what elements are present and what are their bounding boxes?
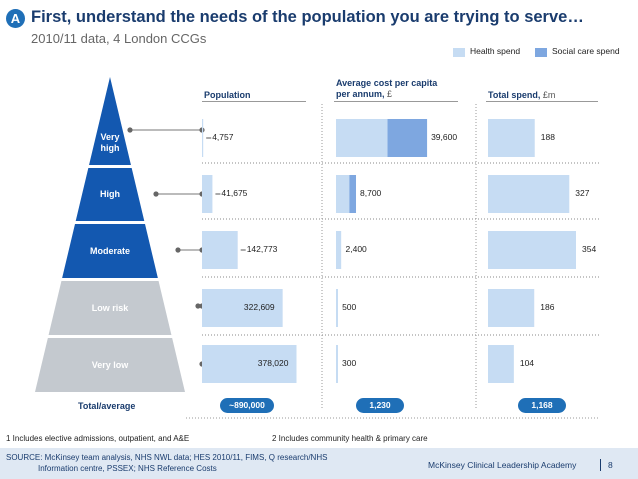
pyramid-label-2: Moderate	[89, 245, 130, 256]
cost-health-bar-0	[336, 119, 388, 157]
spend-value-0: 188	[540, 132, 555, 142]
footer-bar	[0, 448, 638, 479]
connector-dot-left-2	[175, 247, 181, 253]
total-spend-pill: 1,168	[518, 398, 566, 413]
spend-bar-1	[488, 175, 570, 213]
spend-bar-4	[488, 345, 514, 383]
legend-label-health: Health spend	[470, 46, 521, 56]
pyramid-segment-1	[75, 168, 145, 221]
population-value-0: 4,757	[212, 132, 234, 142]
pyramid-label-4: Very low	[91, 359, 129, 370]
spend-bar-3	[488, 289, 535, 327]
total-average-label: Total/average	[78, 401, 136, 411]
cost-value-0: 39,600	[431, 132, 458, 142]
panel-title-cost-text: Average cost per capita per annum,	[336, 78, 438, 99]
pyramid-segment-0	[89, 77, 131, 165]
panel-title-population: Population	[204, 90, 251, 100]
panel-title-spend-text: Total spend,	[488, 90, 541, 100]
pyramid-segment-3	[48, 281, 172, 335]
panel-rule-population	[202, 101, 306, 102]
legend-swatch-health	[453, 48, 465, 57]
cost-health-bar-4	[336, 345, 338, 383]
page-title: First, understand the needs of the popul…	[31, 8, 584, 26]
connector-dot-left-3	[195, 303, 201, 309]
cost-value-4: 300	[342, 358, 357, 368]
population-value-3: 322,609	[243, 302, 275, 312]
cost-health-bar-2	[336, 231, 342, 269]
footnote-1: 1 Includes elective admissions, outpatie…	[6, 434, 190, 443]
source-line-1: SOURCE: McKinsey team analysis, NHS NWL …	[6, 453, 328, 462]
population-bar-1	[202, 175, 213, 213]
panel-rule-spend	[486, 101, 598, 102]
panel-unit-spend: £m	[542, 90, 556, 100]
legend-label-social: Social care spend	[552, 46, 620, 56]
spend-bar-2	[488, 231, 576, 269]
pyramid-label-0: Very high	[100, 132, 120, 153]
cost-social-bar-1	[349, 175, 357, 213]
population-value-1: 41,675	[221, 188, 248, 198]
cost-social-bar-0	[387, 119, 428, 157]
cost-value-1: 8,700	[360, 188, 382, 198]
spend-value-1: 327	[575, 188, 590, 198]
academy-name: McKinsey Clinical Leadership Academy	[428, 460, 577, 470]
spend-value-4: 104	[519, 358, 535, 368]
source-note: SOURCE: McKinsey team analysis, NHS NWL …	[6, 452, 327, 474]
population-bar-4	[202, 345, 297, 383]
spend-value-3: 186	[540, 302, 555, 312]
spend-bar-0	[488, 119, 535, 157]
section-badge: A	[6, 9, 25, 28]
connector-dot-left-0	[127, 127, 133, 133]
pyramid-label-1: High	[100, 189, 120, 199]
cost-value-3: 500	[342, 302, 357, 312]
panel-title-cost: Average cost per capita per annum, £	[336, 78, 448, 100]
legend-swatch-social	[535, 48, 547, 57]
source-line-2: Information centre, PSSEX; NHS Reference…	[38, 464, 217, 473]
population-bar-0	[202, 119, 204, 157]
pyramid-segment-4	[35, 338, 185, 392]
total-population-pill: ~890,000	[220, 398, 274, 413]
panel-rule-cost	[334, 101, 458, 102]
cost-health-bar-1	[336, 175, 350, 213]
panel-unit-cost: £	[387, 89, 393, 99]
population-bar-2	[202, 231, 238, 269]
page-subtitle: 2010/11 data, 4 London CCGs	[31, 31, 207, 46]
cost-value-2: 2,400	[345, 244, 367, 254]
cost-health-bar-3	[336, 289, 338, 327]
panel-title-spend: Total spend, £m	[488, 90, 555, 100]
page-separator	[600, 459, 601, 471]
pyramid-segment-2	[62, 224, 158, 278]
spend-value-2: 354	[582, 244, 597, 254]
total-cost-pill: 1,230	[356, 398, 404, 413]
footnote-2: 2 Includes community health & primary ca…	[272, 434, 428, 443]
population-value-4: 378,020	[257, 358, 289, 368]
page-number: 8	[608, 460, 613, 470]
connector-dot-left-1	[153, 191, 159, 197]
population-bar-3	[202, 289, 283, 327]
pyramid-label-3: Low risk	[91, 302, 129, 313]
population-value-2: 142,773	[246, 244, 278, 254]
